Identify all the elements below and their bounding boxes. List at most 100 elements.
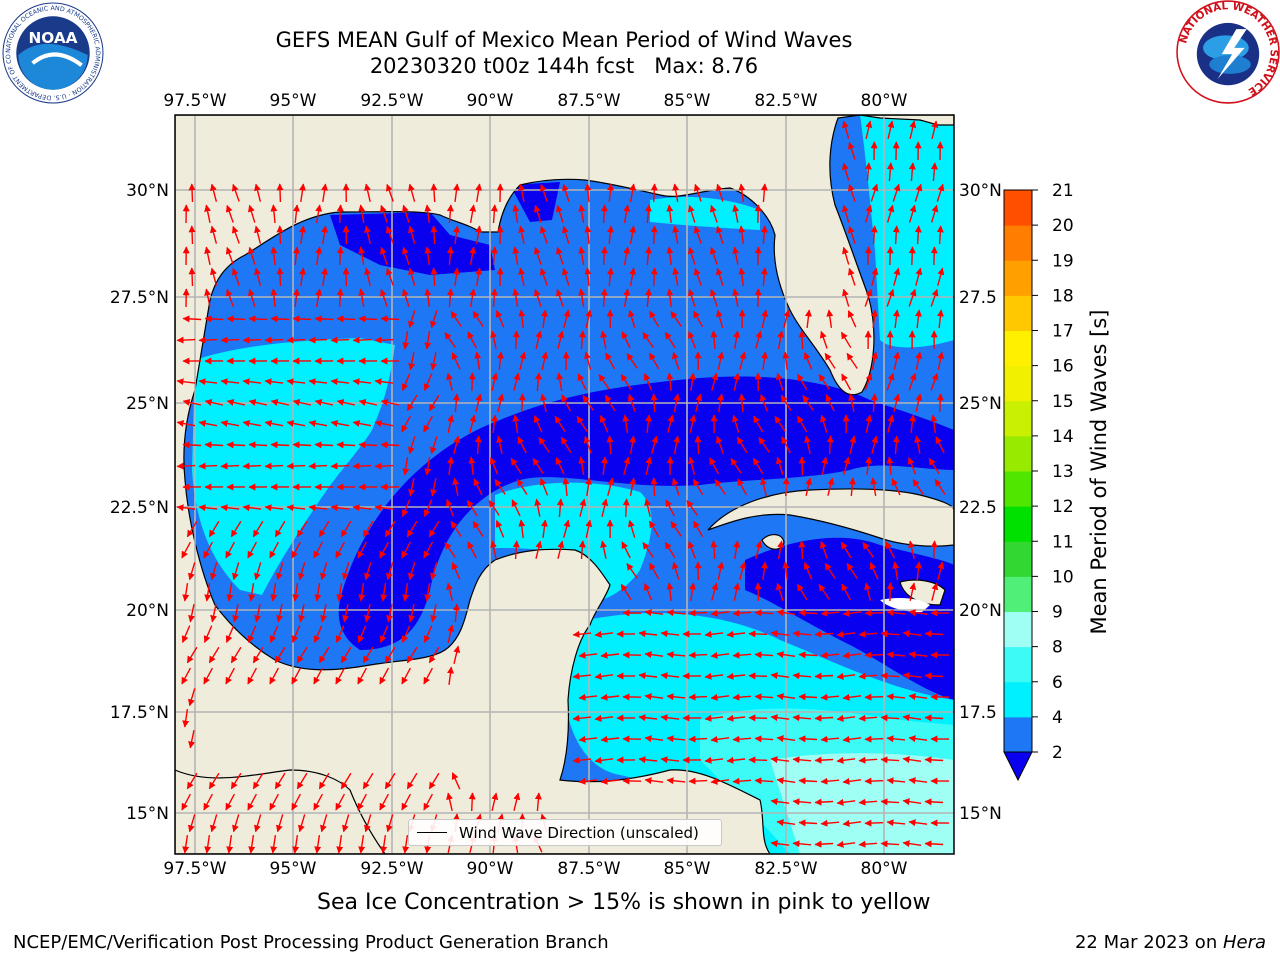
wind-wave-arrow bbox=[604, 394, 616, 412]
wind-wave-arrow bbox=[226, 834, 234, 854]
lat-tick-right: 22.5 bbox=[959, 498, 997, 518]
wind-wave-arrow bbox=[651, 435, 659, 454]
wind-wave-arrow bbox=[276, 183, 284, 203]
wind-wave-arrow bbox=[291, 793, 302, 811]
wind-wave-arrow bbox=[451, 352, 461, 370]
wind-wave-arrow bbox=[797, 415, 808, 433]
wind-wave-arrow bbox=[248, 441, 268, 449]
wind-wave-arrow bbox=[510, 457, 522, 474]
wind-wave-arrow bbox=[208, 772, 220, 790]
wind-wave-arrow bbox=[864, 609, 884, 617]
wind-wave-arrow bbox=[182, 708, 190, 728]
wind-wave-arrow bbox=[893, 351, 901, 370]
legend-label: Wind Wave Direction (unscaled) bbox=[459, 823, 699, 842]
wind-wave-arrow bbox=[518, 267, 526, 286]
lon-tick-bottom: 95°W bbox=[270, 859, 317, 879]
wind-wave-arrow bbox=[315, 246, 323, 266]
wind-wave-arrow bbox=[276, 604, 284, 623]
wind-wave-arrow bbox=[469, 204, 477, 224]
wind-wave-arrow bbox=[254, 814, 262, 833]
wind-wave-arrow bbox=[864, 288, 873, 307]
wind-wave-arrow bbox=[336, 204, 344, 224]
wind-wave-arrow bbox=[820, 735, 840, 743]
wind-wave-arrow bbox=[188, 267, 196, 287]
wind-wave-arrow bbox=[296, 520, 308, 538]
wind-wave-arrow bbox=[582, 395, 594, 411]
wind-wave-arrow bbox=[401, 246, 410, 265]
wind-wave-arrow bbox=[908, 246, 916, 266]
lon-tick-bottom: 97.5°W bbox=[163, 859, 226, 879]
wind-wave-arrow bbox=[826, 435, 834, 455]
wind-wave-arrow bbox=[594, 672, 614, 680]
wind-wave-arrow bbox=[858, 672, 878, 680]
wind-wave-arrow bbox=[364, 267, 371, 286]
wind-wave-arrow bbox=[270, 834, 278, 854]
wind-wave-arrow bbox=[428, 646, 440, 664]
wind-wave-arrow bbox=[252, 772, 264, 790]
wind-wave-arrow bbox=[336, 441, 356, 449]
wind-wave-arrow bbox=[225, 793, 236, 811]
colorbar-segment bbox=[1004, 400, 1032, 437]
wind-wave-arrow bbox=[666, 246, 674, 265]
wind-wave-arrow bbox=[188, 225, 196, 245]
wind-wave-arrow bbox=[930, 414, 938, 433]
wind-wave-arrow bbox=[446, 246, 454, 266]
map-subtitle: 20230320 t00z 144h fcst Max: 8.76 bbox=[369, 54, 759, 78]
wind-wave-arrow bbox=[774, 416, 786, 432]
wind-wave-arrow bbox=[181, 667, 192, 685]
wind-wave-arrow bbox=[555, 246, 564, 265]
wind-wave-arrow bbox=[308, 462, 328, 470]
wind-wave-arrow bbox=[225, 667, 236, 685]
wind-wave-arrow bbox=[318, 520, 330, 538]
wind-wave-arrow bbox=[638, 630, 658, 638]
wind-wave-arrow bbox=[711, 582, 719, 601]
wind-wave-arrow bbox=[444, 332, 456, 348]
lat-tick-left: 17.5°N bbox=[110, 703, 169, 723]
wind-wave-arrow bbox=[836, 630, 856, 638]
wind-wave-arrow bbox=[792, 840, 812, 848]
wind-wave-arrow bbox=[688, 735, 708, 743]
wind-wave-arrow bbox=[364, 225, 371, 244]
wind-wave-arrow bbox=[880, 630, 900, 638]
wind-wave-arrow bbox=[430, 478, 437, 497]
period-zone-mid-yucatan bbox=[495, 482, 652, 600]
wind-wave-arrow bbox=[870, 393, 878, 413]
wind-wave-arrow bbox=[842, 735, 862, 743]
period-zone-low-caribbean bbox=[745, 537, 954, 700]
wind-wave-arrow bbox=[814, 630, 834, 638]
wind-wave-arrow bbox=[264, 504, 284, 512]
wind-wave-arrow bbox=[704, 714, 724, 722]
wind-wave-arrow bbox=[672, 267, 680, 287]
wind-wave-arrow bbox=[805, 477, 813, 496]
wind-wave-arrow bbox=[292, 315, 312, 323]
wind-wave-arrow bbox=[374, 504, 394, 512]
wind-wave-arrow bbox=[704, 756, 724, 764]
wind-wave-arrow bbox=[760, 267, 768, 287]
lat-tick-left: 20°N bbox=[126, 601, 169, 621]
wind-wave-arrow bbox=[276, 225, 284, 245]
wind-wave-arrow bbox=[585, 477, 593, 497]
wind-wave-arrow bbox=[563, 519, 571, 538]
wind-wave-arrow bbox=[430, 267, 438, 287]
wind-wave-arrow bbox=[408, 225, 416, 244]
wind-wave-arrow bbox=[210, 225, 218, 244]
colorbar-tick-label: 6 bbox=[1052, 673, 1063, 693]
wind-wave-arrow bbox=[664, 541, 676, 558]
legend-line-swatch bbox=[417, 832, 447, 833]
colorbar-tick-label: 14 bbox=[1052, 427, 1074, 447]
wind-wave-arrow bbox=[710, 540, 718, 560]
wind-wave-arrow bbox=[760, 225, 768, 245]
wind-wave-arrow bbox=[886, 693, 906, 701]
wind-wave-arrow bbox=[402, 330, 410, 350]
wind-wave-arrow bbox=[576, 415, 588, 432]
wind-wave-arrow bbox=[385, 267, 394, 286]
wind-wave-arrow bbox=[318, 772, 330, 790]
wind-wave-arrow bbox=[467, 541, 477, 559]
wind-wave-arrow bbox=[733, 582, 741, 601]
wind-wave-arrow bbox=[444, 542, 456, 558]
wind-wave-arrow bbox=[533, 415, 543, 433]
wind-wave-arrow bbox=[490, 540, 497, 559]
colorbar-tick-label: 10 bbox=[1052, 567, 1074, 587]
wind-wave-arrow bbox=[620, 373, 632, 390]
wind-wave-arrow bbox=[644, 414, 652, 433]
